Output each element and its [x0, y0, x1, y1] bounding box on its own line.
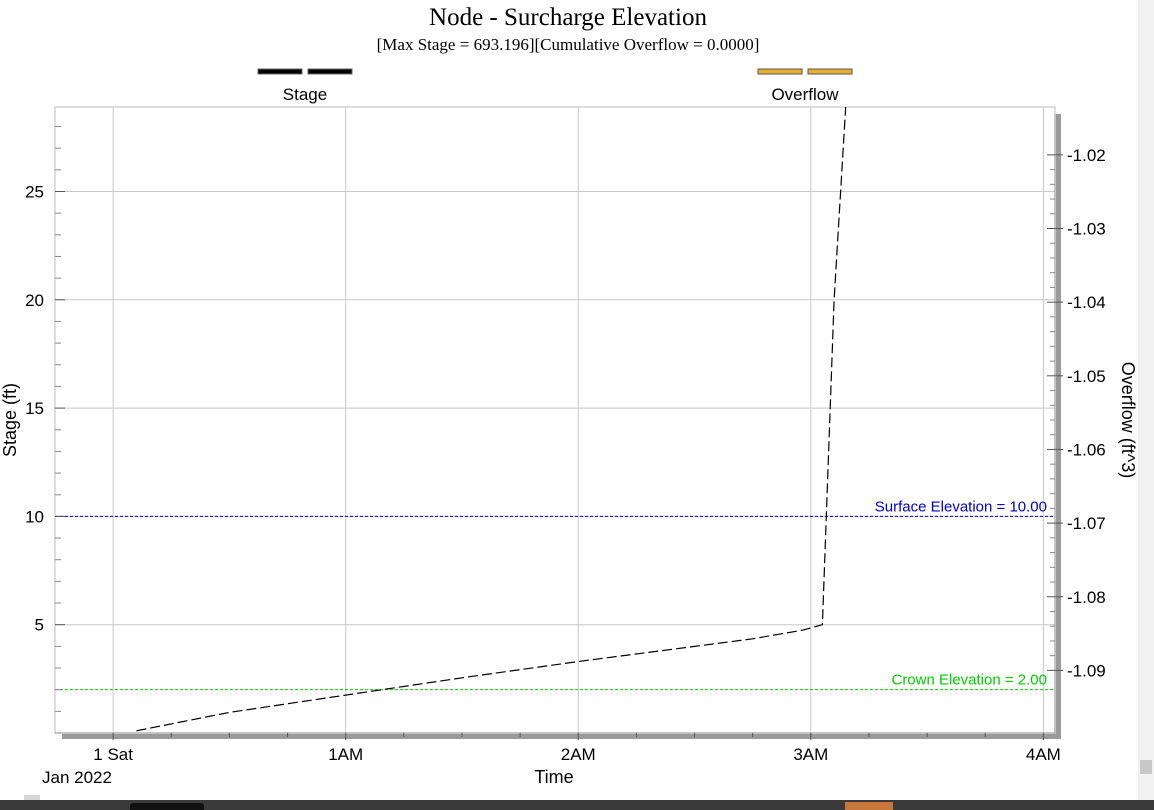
legend-overflow-swatch-2 — [807, 68, 853, 75]
legend-stage[interactable]: Stage — [257, 68, 353, 104]
legend-stage-label: Stage — [283, 85, 327, 104]
x-tick-label: 2AM — [561, 745, 596, 764]
horizontal-scrollbar-thumb[interactable] — [24, 795, 40, 803]
y2-tick-label: -1.09 — [1067, 661, 1106, 680]
x-axis: 1 Sat 1AM 2AM 3AM 4AM — [55, 732, 1061, 764]
y-axis-right: -1.02 -1.03 -1.04 -1.05 -1.06 -1.07 -1.08 -1.09 — [1047, 114, 1106, 739]
x-axis-title: Time — [534, 767, 573, 787]
y2-tick-label: -1.03 — [1067, 220, 1106, 239]
legend-stage-swatch-2 — [307, 68, 353, 75]
y-tick-label: 20 — [25, 291, 44, 310]
y2-tick-label: -1.08 — [1067, 588, 1106, 607]
y-tick-label: 25 — [25, 182, 44, 201]
chart-title: Node - Surcharge Elevation — [429, 4, 707, 31]
y-tick-label: 5 — [35, 616, 44, 635]
y-axis-right-shadow — [1056, 114, 1061, 739]
x-tick-label: 1 Sat — [93, 745, 133, 764]
x-tick-label: 4AM — [1026, 745, 1061, 764]
legend-stage-swatch-1 — [257, 68, 303, 75]
chart-subtitle: [Max Stage = 693.196][Cumulative Overflo… — [377, 35, 760, 54]
taskbar — [0, 800, 1154, 810]
taskbar-app-button[interactable] — [130, 803, 204, 810]
reference-lines: Surface Elevation = 10.00 Crown Elevation… — [55, 498, 1055, 691]
y-axis-title: Stage (ft) — [0, 383, 20, 457]
series — [136, 106, 847, 732]
x-tick-label: 1AM — [328, 745, 363, 764]
legend-overflow-swatch-1 — [757, 68, 803, 75]
y2-axis-title: Overflow (ft^3) — [1118, 362, 1138, 478]
y-tick-label: 10 — [25, 507, 44, 526]
reference-line-label: Surface Elevation = 10.00 — [875, 498, 1047, 515]
plot-area — [54, 106, 1056, 734]
legend: Stage Overflow — [257, 68, 853, 104]
legend-overflow-label: Overflow — [771, 85, 839, 104]
vertical-scrollbar[interactable] — [1138, 0, 1154, 800]
y2-tick-label: -1.06 — [1067, 440, 1106, 459]
reference-line-label: Crown Elevation = 2.00 — [891, 672, 1047, 689]
series-line-stage — [136, 106, 847, 732]
y-tick-label: 15 — [25, 399, 44, 418]
x-tick-label: 3AM — [793, 745, 828, 764]
y2-tick-label: -1.07 — [1067, 514, 1106, 533]
legend-overflow[interactable]: Overflow — [757, 68, 853, 104]
taskbar-app-button-active[interactable] — [845, 802, 893, 810]
x-axis-sub-label: Jan 2022 — [42, 768, 112, 787]
y-axis-left: 5 10 15 20 25 — [25, 107, 65, 733]
y2-tick-label: -1.02 — [1067, 146, 1106, 165]
y2-tick-label: -1.04 — [1067, 293, 1106, 312]
x-axis-shadow — [62, 734, 1060, 739]
y2-tick-label: -1.05 — [1067, 367, 1106, 386]
vertical-scrollbar-thumb[interactable] — [1140, 760, 1152, 774]
